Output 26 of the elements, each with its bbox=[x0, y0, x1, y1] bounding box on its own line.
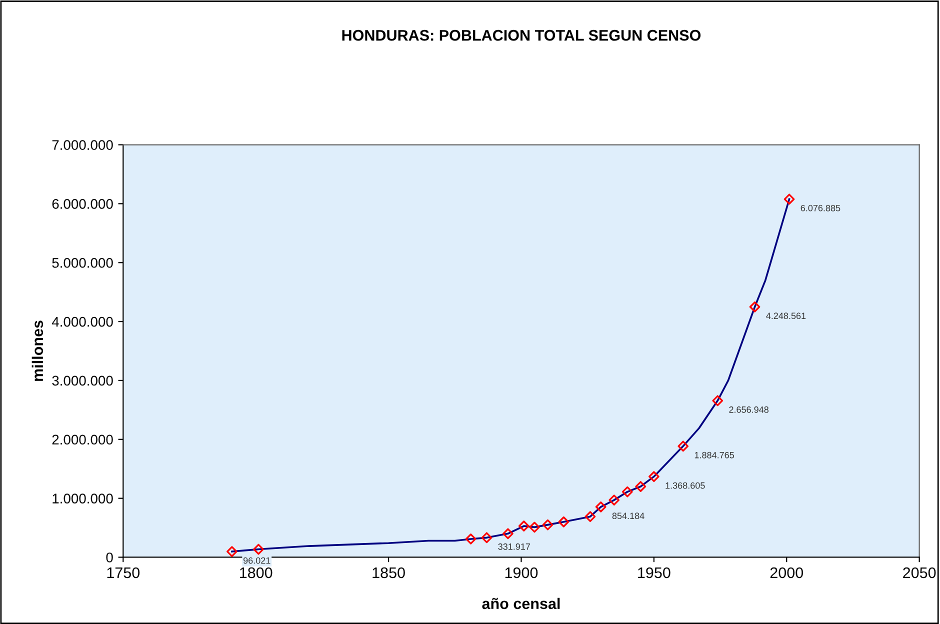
data-label: 854.184 bbox=[612, 512, 644, 520]
x-axis-title: año censal bbox=[482, 598, 560, 610]
y-tick-label: 1.000.000 bbox=[52, 494, 113, 504]
data-label: 4.248.561 bbox=[766, 312, 806, 320]
x-tick-label: 2000 bbox=[770, 567, 804, 578]
x-tick-label: 1750 bbox=[107, 567, 140, 578]
y-tick-label: 0 bbox=[106, 552, 113, 562]
data-label: 331.917 bbox=[498, 543, 530, 550]
x-tick-label: 1800 bbox=[240, 567, 272, 578]
x-tick-label: 1850 bbox=[372, 567, 405, 578]
y-tick-label: 7.000.000 bbox=[52, 140, 113, 150]
data-label: 96.021 bbox=[243, 557, 270, 564]
y-tick-label: 4.000.000 bbox=[52, 316, 113, 327]
chart-title: HONDURAS: POBLACION TOTAL SEGUN CENSO bbox=[342, 30, 701, 41]
y-tick-label: 6.000.000 bbox=[52, 199, 113, 209]
x-tick-label: 1900 bbox=[505, 567, 538, 578]
y-tick-label: 2.000.000 bbox=[52, 434, 113, 445]
x-tick-label: 2050 bbox=[903, 567, 936, 578]
data-label: 6.076.885 bbox=[800, 204, 840, 212]
data-label: 1.368.605 bbox=[666, 482, 705, 489]
y-tick-label: 3.000.000 bbox=[52, 376, 113, 386]
data-label: 1.884.765 bbox=[694, 452, 734, 458]
x-tick-label: 1950 bbox=[638, 567, 670, 578]
y-axis-title: millones bbox=[32, 320, 44, 381]
data-label: 2.656.948 bbox=[729, 406, 768, 413]
y-tick-label: 5.000.000 bbox=[52, 258, 113, 268]
